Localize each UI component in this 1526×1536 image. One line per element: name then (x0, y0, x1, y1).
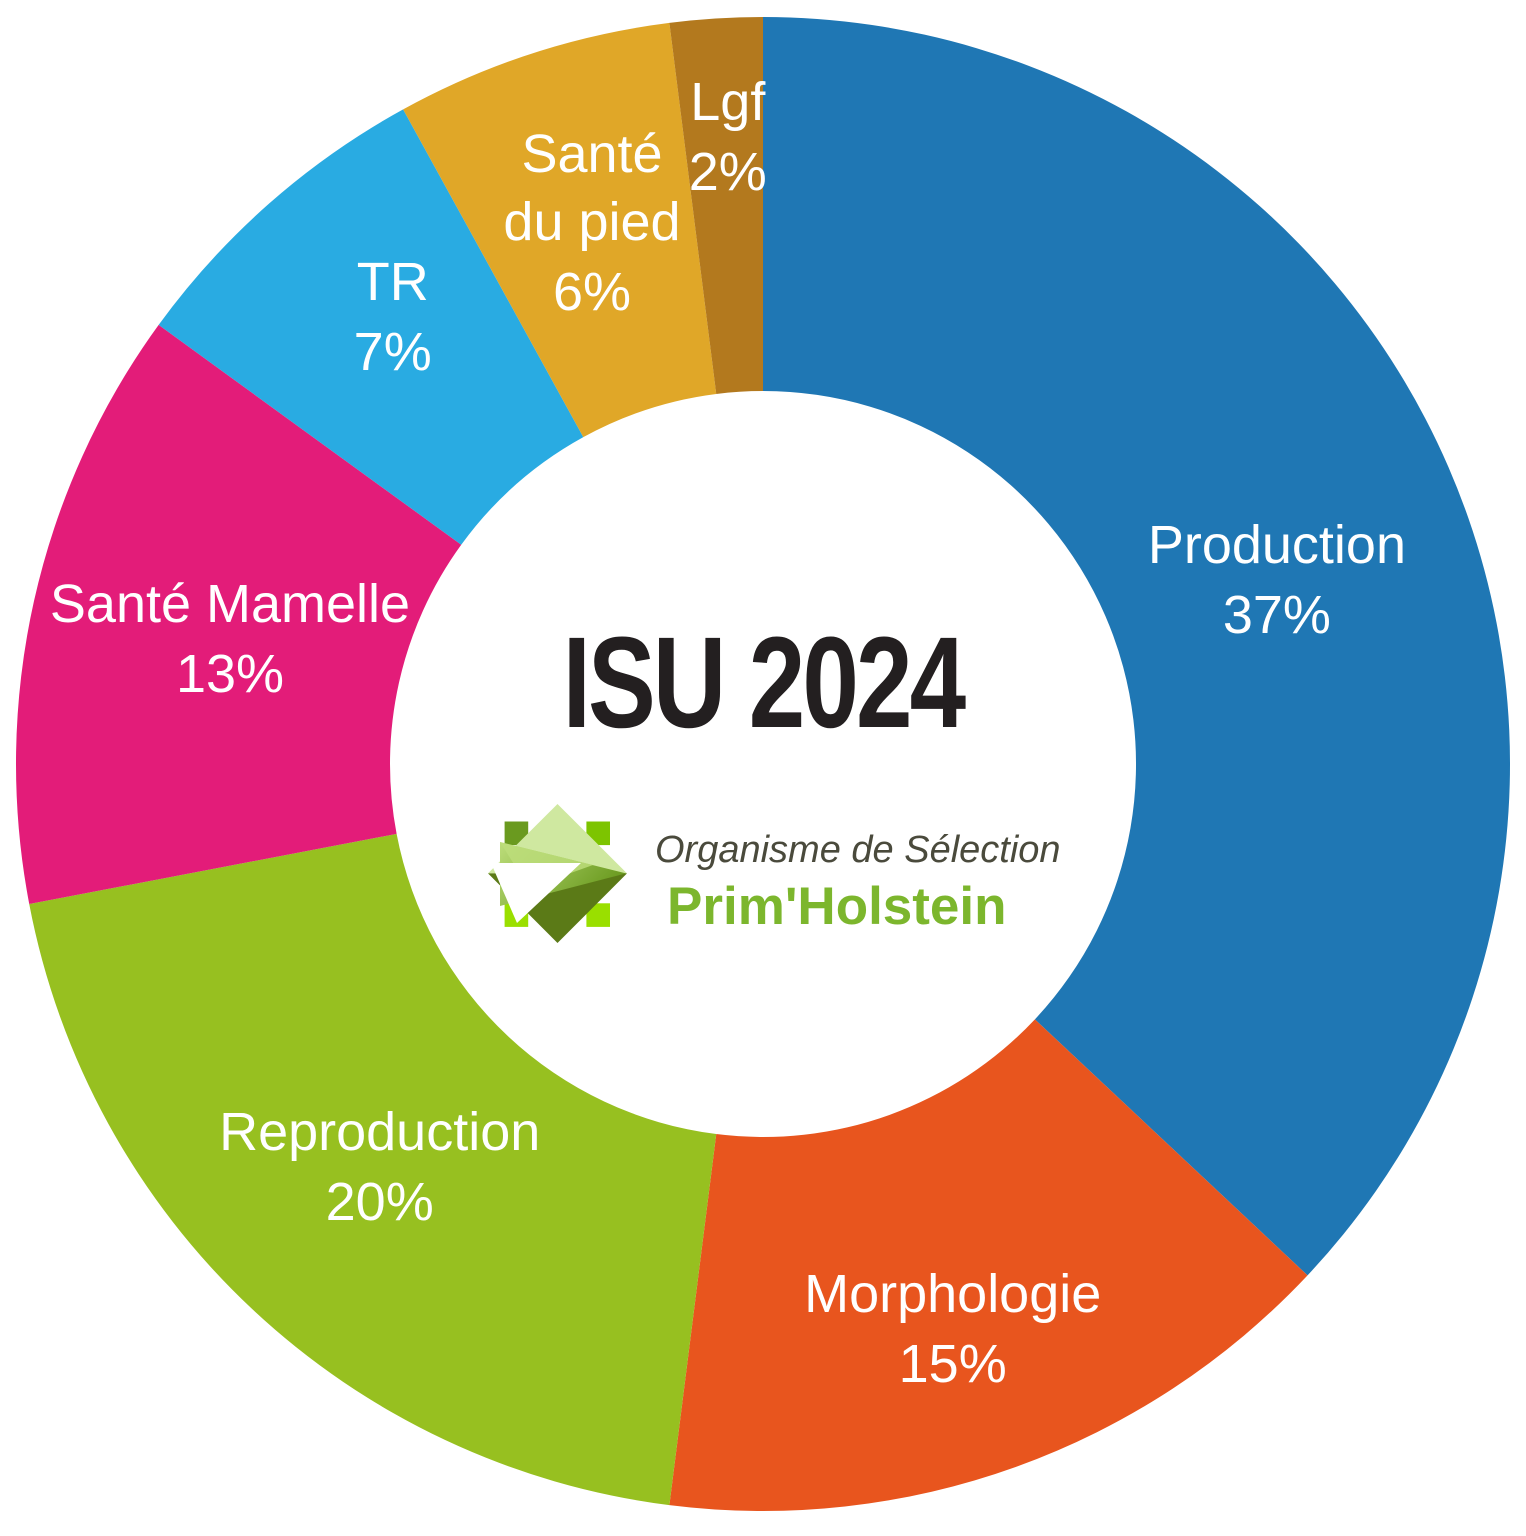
svg-text:37%: 37% (1223, 585, 1331, 645)
svg-text:Lgf: Lgf (690, 72, 766, 132)
svg-text:Santé Mamelle: Santé Mamelle (50, 574, 410, 634)
svg-text:2%: 2% (689, 142, 767, 202)
svg-text:6%: 6% (553, 262, 631, 322)
svg-text:7%: 7% (354, 322, 432, 382)
svg-text:Morphologie: Morphologie (804, 1264, 1101, 1324)
svg-text:du pied: du pied (503, 192, 680, 252)
svg-text:Prim'Holstein: Prim'Holstein (667, 877, 1007, 936)
svg-text:15%: 15% (899, 1334, 1007, 1394)
svg-text:Reproduction: Reproduction (219, 1102, 540, 1162)
svg-text:13%: 13% (176, 644, 284, 704)
svg-text:Organisme de Sélection: Organisme de Sélection (655, 829, 1061, 871)
svg-text:TR: TR (357, 252, 429, 312)
svg-text:Santé: Santé (521, 124, 662, 184)
svg-text:Production: Production (1148, 515, 1406, 575)
svg-text:ISU 2024: ISU 2024 (563, 610, 967, 755)
svg-text:20%: 20% (326, 1172, 434, 1232)
